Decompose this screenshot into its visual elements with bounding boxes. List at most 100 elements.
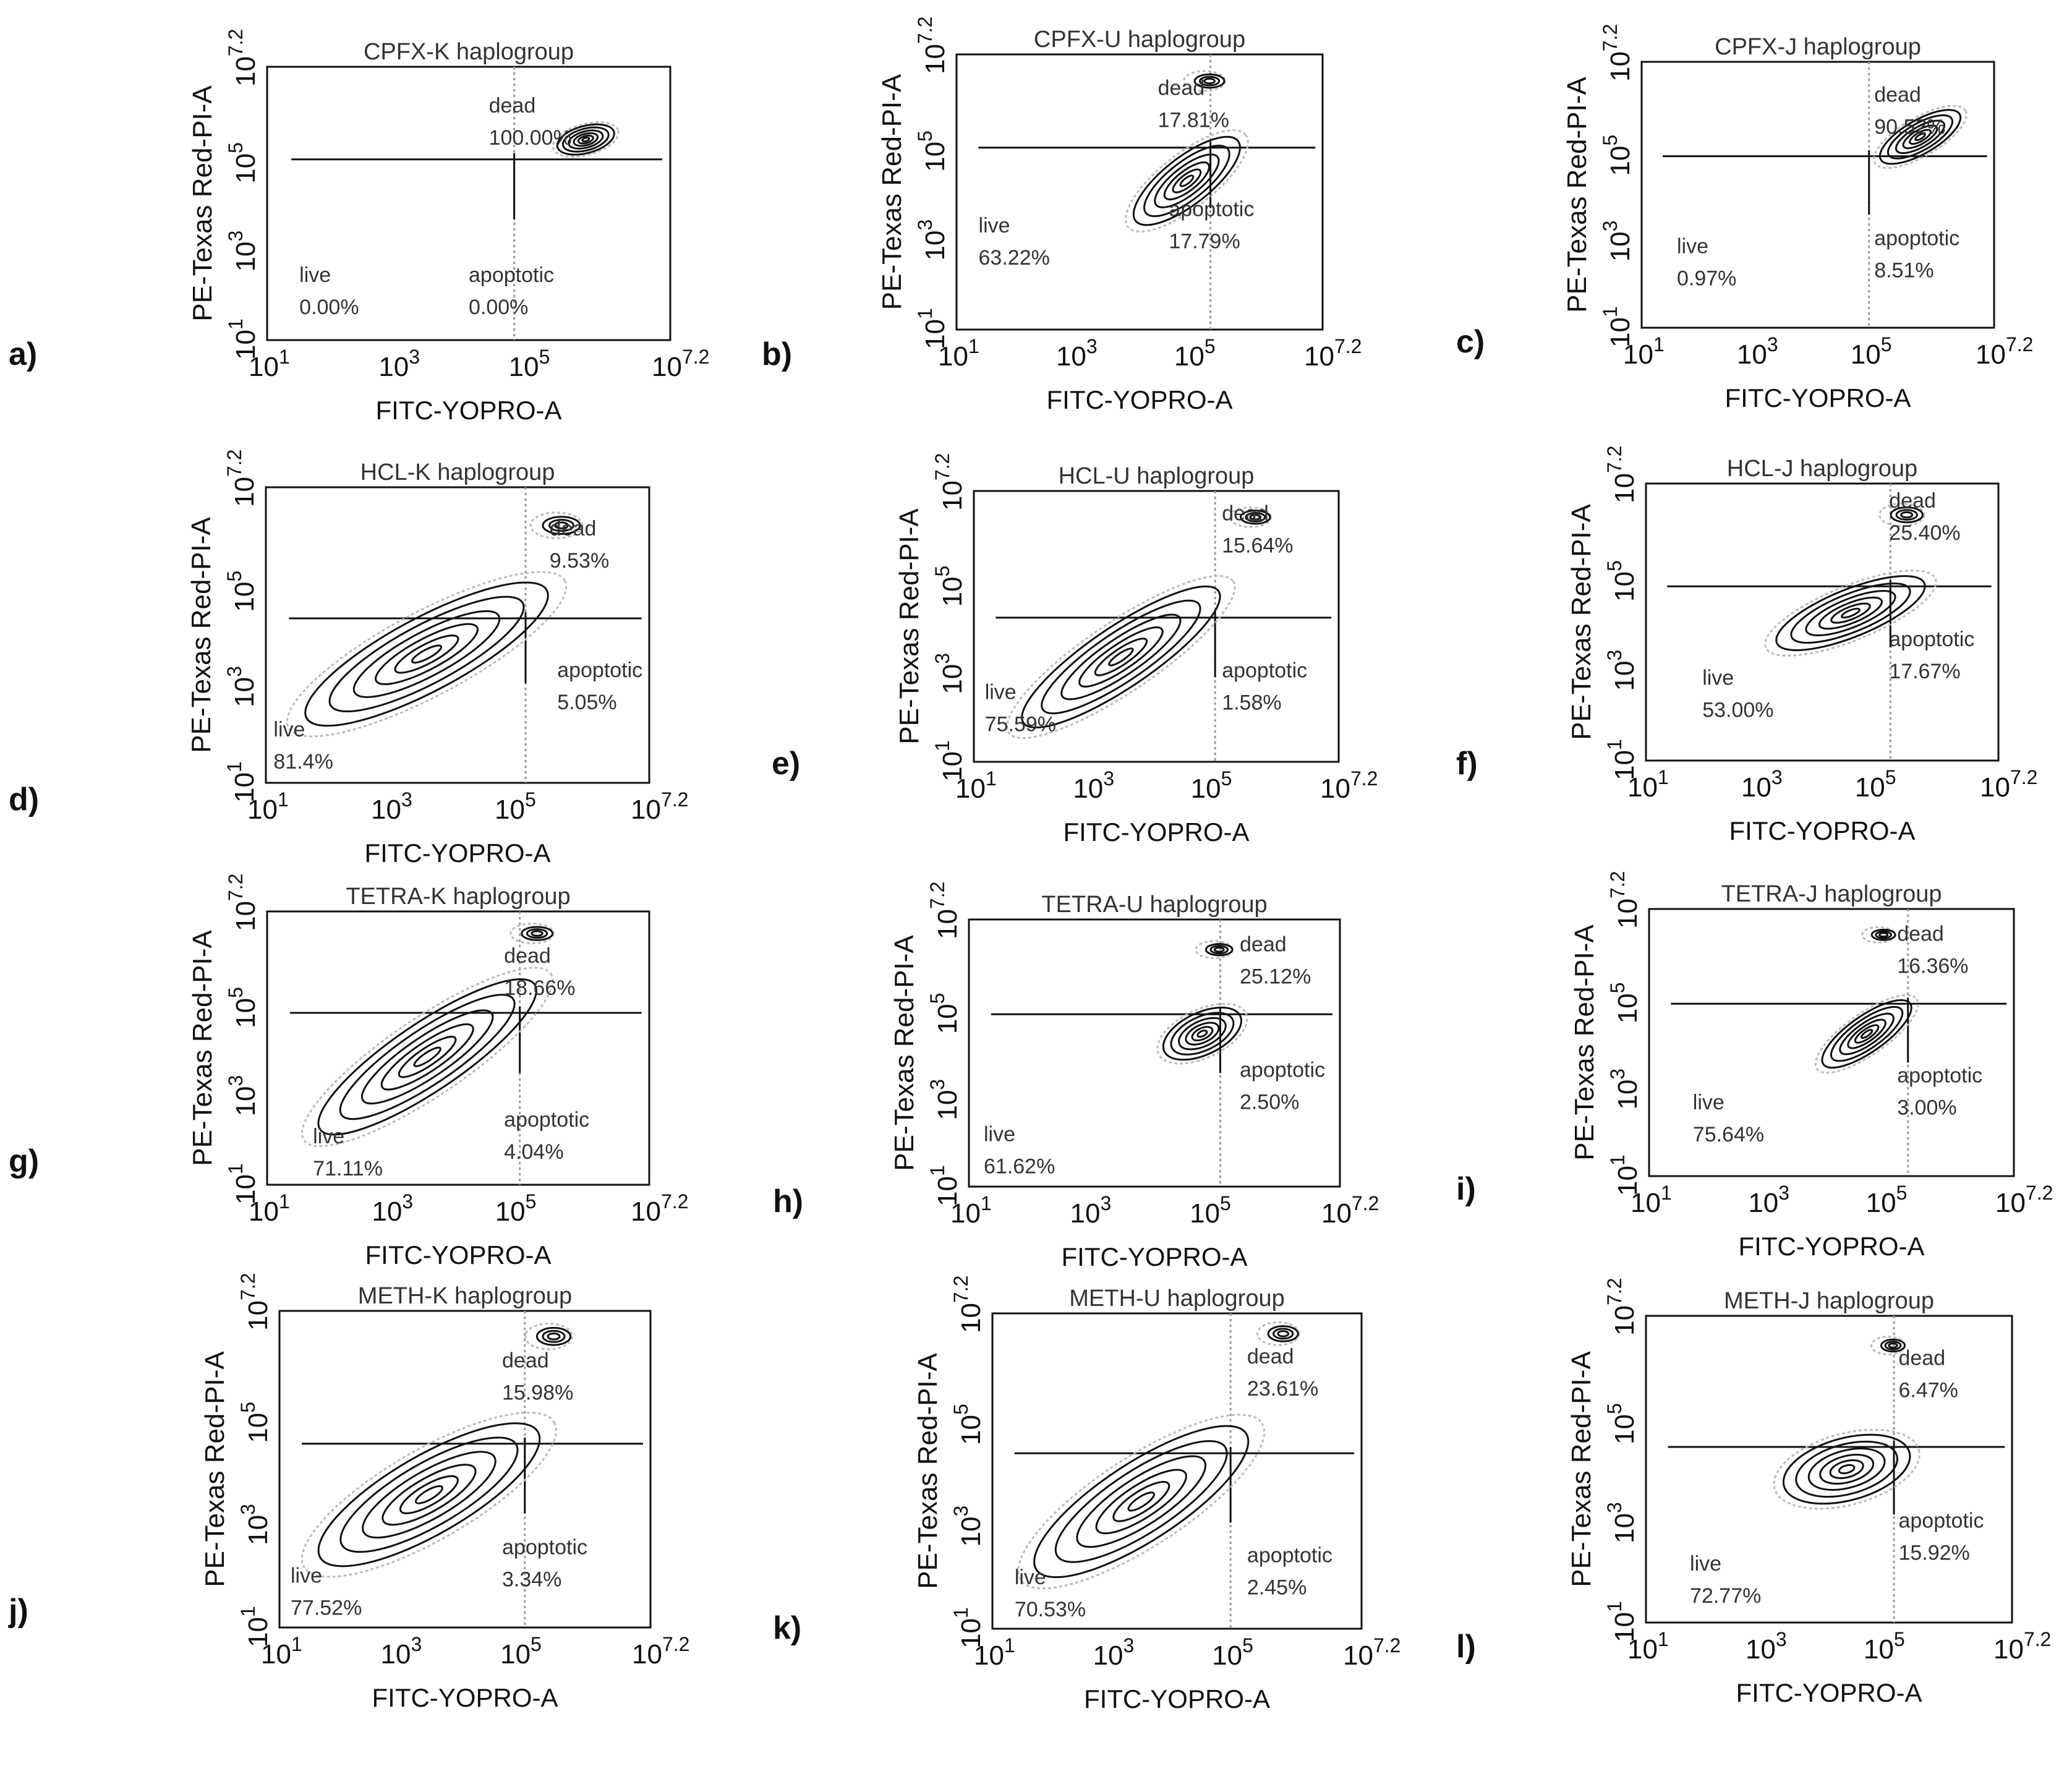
- contour-line: [1239, 510, 1271, 525]
- x-tick-label: 103: [1748, 1182, 1789, 1218]
- plot-frame: [266, 66, 671, 341]
- contour-outer-line: [1814, 994, 1919, 1074]
- quadrant-dead: dead 23.61%: [1247, 1345, 1318, 1401]
- contour-outer-line: [1183, 70, 1226, 92]
- x-tick-label: 107.2: [1304, 335, 1362, 372]
- x-axis-label: FITC-YOPRO-A: [1725, 383, 1911, 412]
- plot-frame: [1645, 482, 2000, 762]
- quadrant-percent: 0.97%: [1677, 267, 1736, 291]
- y-tick-label: 101: [1603, 1601, 1640, 1642]
- contour-line: [573, 132, 599, 147]
- panel-b: CPFX-U haplogroup b) 101 103 105 107.2 101 103 1…: [762, 17, 1362, 414]
- x-tick-label: 107.2: [1980, 766, 2037, 803]
- contour-line: [1888, 1342, 1898, 1349]
- contour-line: [1273, 1328, 1294, 1340]
- y-axis-label: PE-Texas Red-PI-A: [200, 1351, 230, 1587]
- contour-line: [1277, 1330, 1290, 1337]
- quadrant-apoptotic: apoptotic 5.05%: [557, 659, 642, 714]
- dead-cluster: [1256, 1321, 1300, 1346]
- contour-line: [1185, 1022, 1220, 1046]
- x-axis-label: FITC-YOPRO-A: [365, 1240, 552, 1269]
- quadrant-label: dead: [489, 94, 536, 117]
- quadrant-live: live 81.4%: [273, 718, 333, 774]
- panel-k: METH-U haplogroup k) 101 103 105 107.2 101 103 1…: [773, 1276, 1401, 1713]
- y-axis-label: PE-Texas Red-PI-A: [187, 85, 218, 322]
- plot-frame: [278, 1310, 652, 1629]
- panel-letter: e): [772, 746, 800, 782]
- contour-line: [1895, 119, 1946, 155]
- contour-line: [542, 1329, 566, 1343]
- contour-outer-line: [1873, 105, 1968, 169]
- x-tick-label: 103: [1073, 767, 1114, 804]
- contour-line: [1132, 135, 1241, 226]
- quadrant-percent: 2.50%: [1240, 1091, 1299, 1114]
- quadrant-dead: dead 15.64%: [1222, 502, 1293, 558]
- quadrant-label: live: [291, 1564, 322, 1588]
- y-tick-label: 107.2: [224, 29, 261, 87]
- plot-title: TETRA-K haplogroup: [346, 884, 570, 910]
- quadrant-percent: 72.77%: [1690, 1584, 1761, 1608]
- y-tick-label: 107.2: [950, 1276, 986, 1333]
- x-tick-label: 105: [500, 1633, 542, 1670]
- quadrant-live: live 61.62%: [984, 1122, 1055, 1178]
- quadrant-percent: 0.00%: [299, 296, 359, 319]
- contour-population: [286, 571, 568, 738]
- quadrant-label: live: [1690, 1552, 1721, 1576]
- y-axis-label: PE-Texas Red-PI-A: [877, 74, 907, 310]
- y-axis-label: PE-Texas Red-PI-A: [1566, 1351, 1597, 1587]
- y-tick-label: 105: [1606, 983, 1643, 1024]
- panel-letter: c): [1456, 324, 1485, 360]
- x-tick-label: 103: [1093, 1634, 1135, 1671]
- contour-line: [1830, 1005, 1904, 1062]
- contour-line: [1249, 514, 1262, 521]
- x-tick-label: 105: [1174, 335, 1216, 372]
- contour-line: [542, 516, 581, 535]
- y-tick-label: 107.2: [1603, 1278, 1640, 1336]
- quadrant-label: apoptotic: [1898, 1509, 1984, 1532]
- contour-population: [1773, 1428, 1921, 1510]
- quadrant-percent: 25.12%: [1240, 965, 1311, 989]
- quadrant-label: apoptotic: [1222, 659, 1307, 683]
- contour-line: [1914, 132, 1926, 142]
- quadrant-percent: 4.04%: [504, 1140, 563, 1164]
- quadrant-dead: dead 90.52%: [1874, 83, 1945, 139]
- y-tick-label: 103: [224, 1075, 261, 1117]
- y-tick-label: 101: [1606, 1154, 1643, 1196]
- quadrant-apoptotic: apoptotic 17.79%: [1169, 197, 1254, 253]
- contour-outer-line: [509, 923, 555, 945]
- plot-frame: [955, 53, 1324, 331]
- x-tick-label: 103: [1737, 333, 1778, 370]
- y-tick-label: 101: [950, 1607, 986, 1649]
- quadrant-percent: 71.11%: [313, 1157, 383, 1180]
- contour-line: [556, 123, 615, 156]
- quadrant-percent: 3.34%: [502, 1568, 561, 1592]
- contour-line: [1854, 1024, 1880, 1044]
- contour-line: [1900, 511, 1914, 519]
- contour-line: [1196, 1030, 1208, 1038]
- x-tick-label: 107.2: [652, 346, 709, 382]
- contour-line: [362, 1451, 497, 1539]
- dead-cluster: [1229, 506, 1273, 528]
- contour-population: [301, 966, 554, 1148]
- contour-outer-line: [1773, 1428, 1921, 1510]
- x-tick-label: 101: [950, 1192, 992, 1229]
- y-tick-label: 105: [950, 1404, 986, 1445]
- y-tick-label: 105: [914, 130, 950, 172]
- panel-letter: g): [9, 1143, 39, 1179]
- contour-line: [1172, 168, 1202, 194]
- y-tick-label: 107.2: [237, 1273, 273, 1331]
- quadrant-label: apoptotic: [502, 1536, 587, 1559]
- x-tick-label: 103: [1070, 1192, 1112, 1229]
- quadrant-label: apoptotic: [1247, 1543, 1332, 1567]
- contour-line: [1818, 596, 1883, 630]
- contour-line: [1775, 575, 1926, 652]
- y-tick-label: 103: [931, 653, 968, 694]
- quadrant-percent: 15.98%: [502, 1381, 573, 1404]
- x-tick-label: 101: [1627, 766, 1669, 803]
- dead-cluster: [1861, 926, 1896, 944]
- y-tick-label: 105: [926, 993, 963, 1034]
- x-tick-label: 105: [1864, 1628, 1905, 1665]
- y-tick-label: 101: [223, 761, 260, 803]
- x-axis-label: FITC-YOPRO-A: [1084, 1684, 1270, 1713]
- quadrant-percent: 100.00%: [489, 126, 572, 150]
